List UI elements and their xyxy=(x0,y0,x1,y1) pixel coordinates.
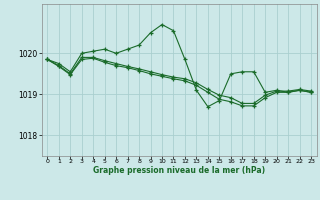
X-axis label: Graphe pression niveau de la mer (hPa): Graphe pression niveau de la mer (hPa) xyxy=(93,166,265,175)
